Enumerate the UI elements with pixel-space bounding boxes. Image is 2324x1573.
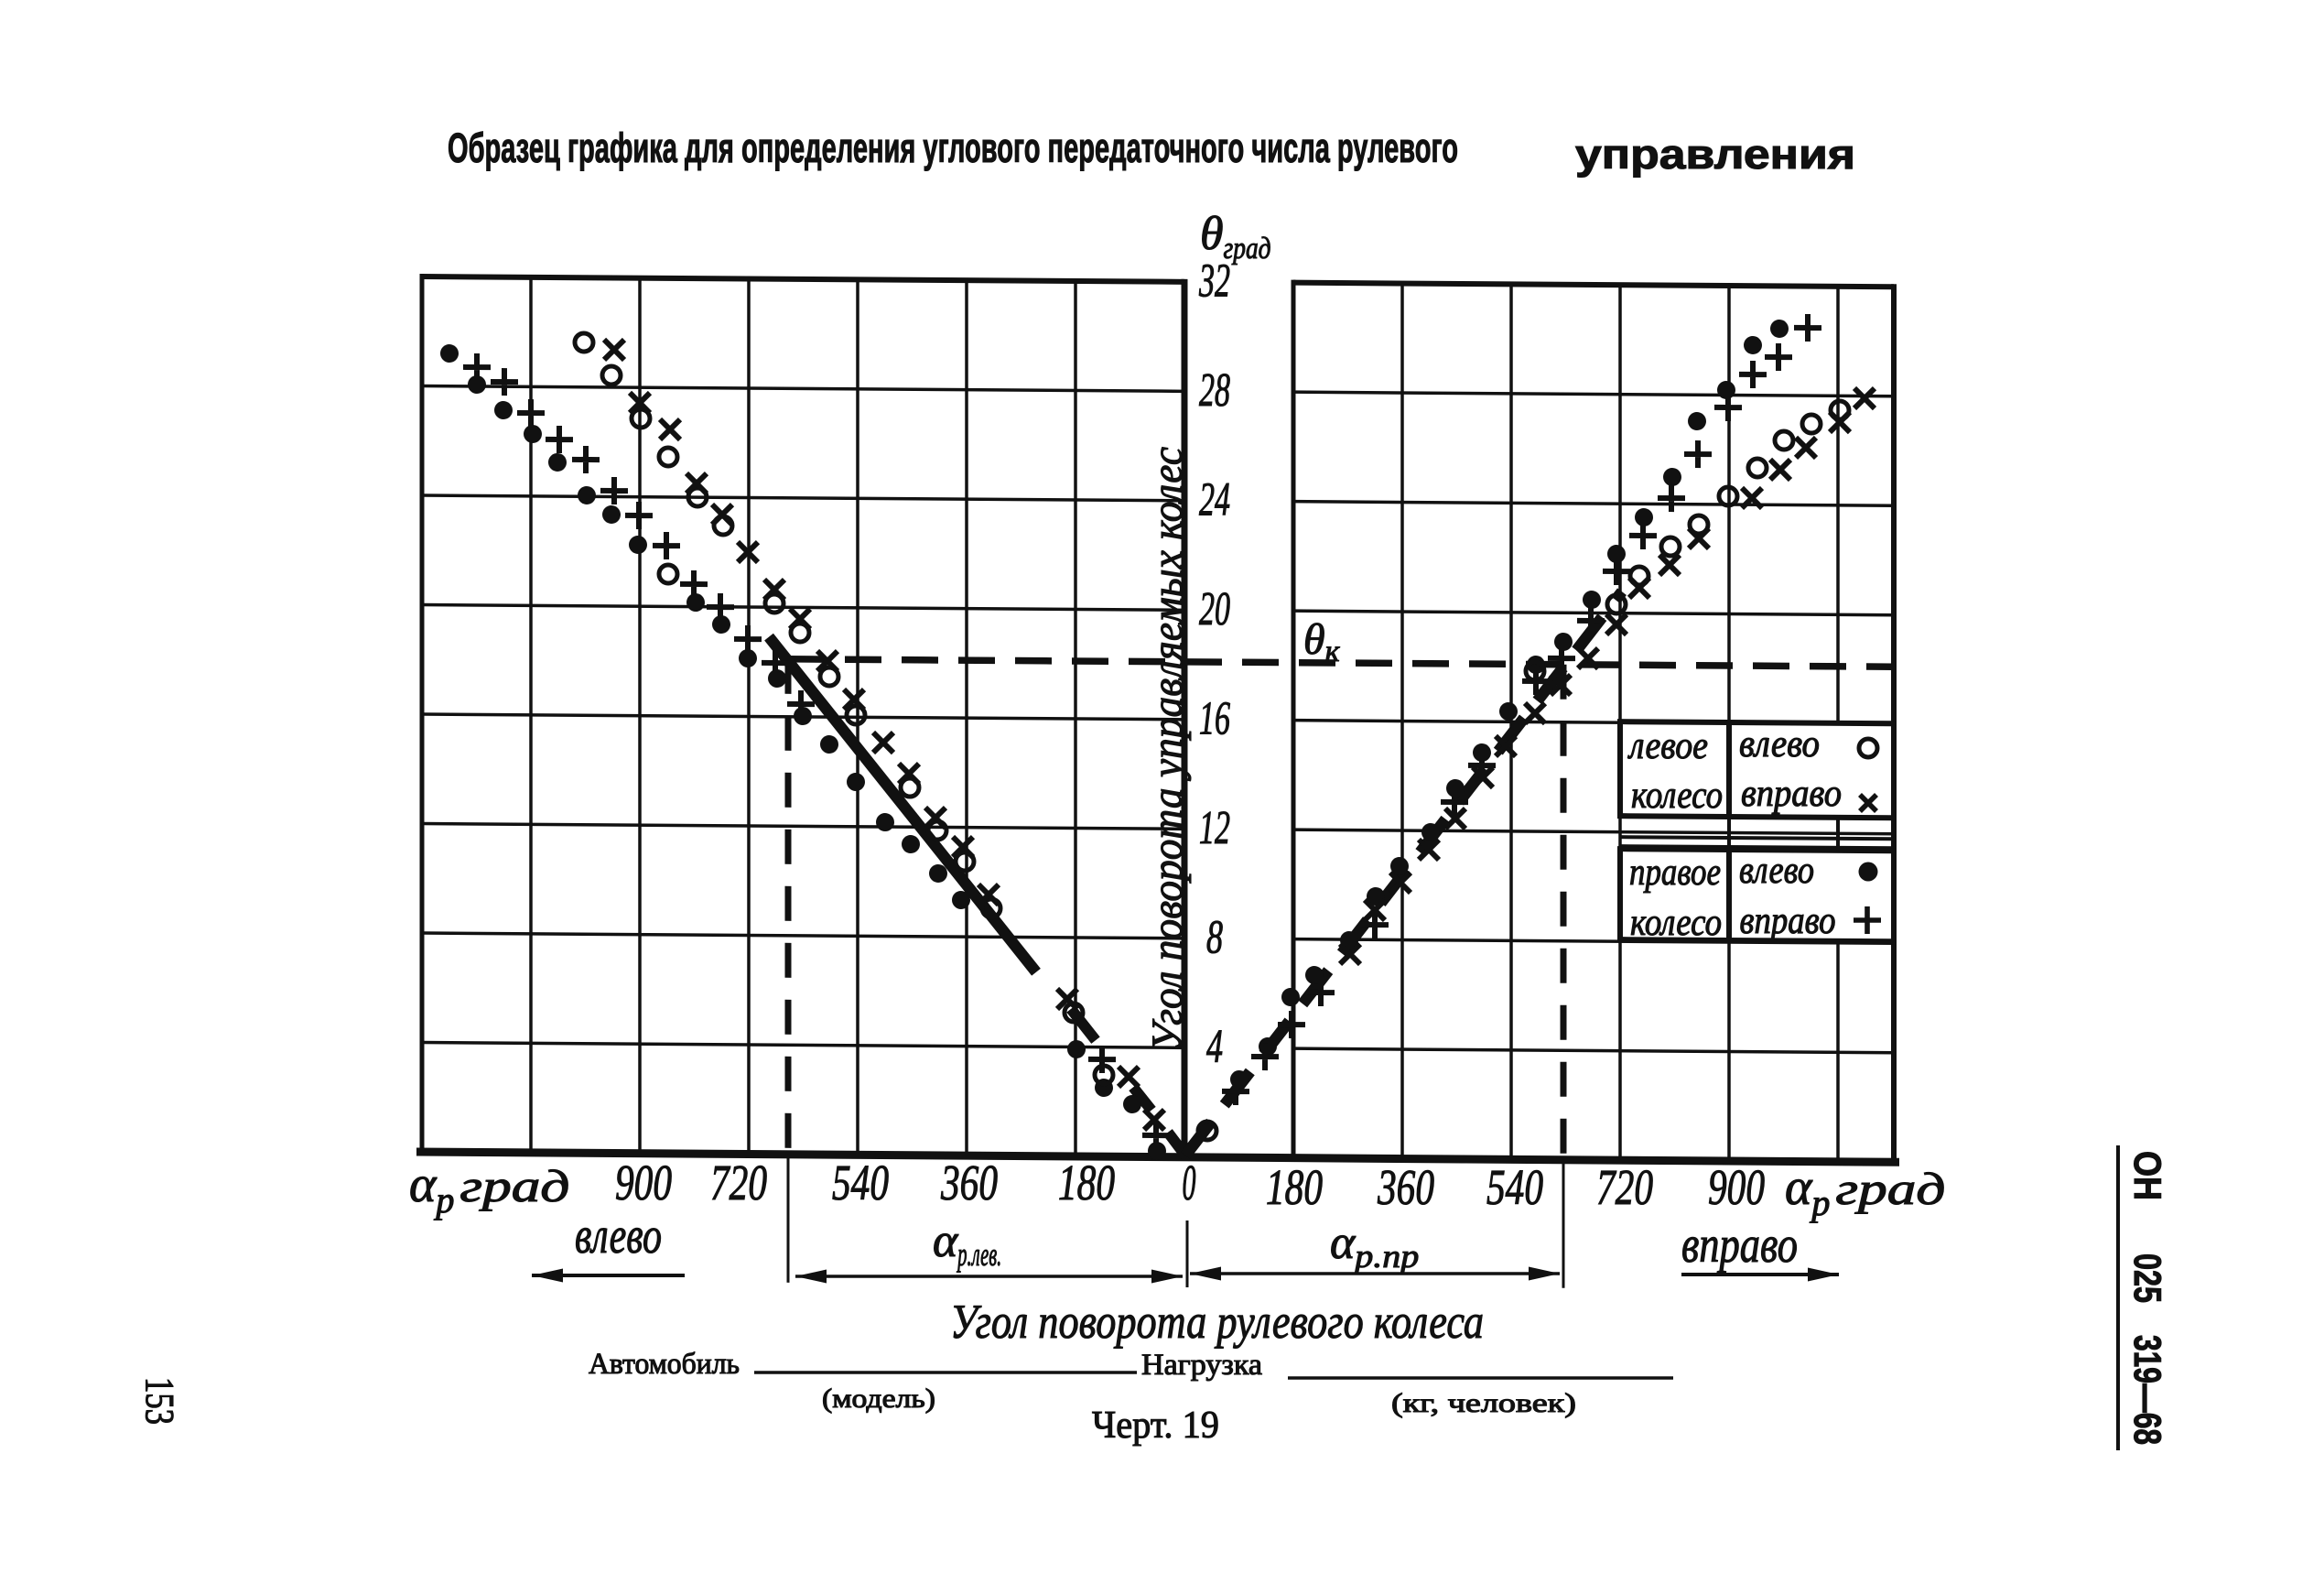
svg-text:720: 720: [1596, 1159, 1653, 1215]
svg-text:ОН025319—68: ОН025319—68: [2126, 1151, 2169, 1445]
svg-text:Нагрузка: Нагрузка: [1141, 1349, 1262, 1382]
svg-text:12: 12: [1199, 802, 1230, 854]
svg-text:Образец графика для определени: Образец графика для определения углового…: [448, 125, 1458, 171]
svg-text:540: 540: [1486, 1159, 1543, 1215]
svg-text:180: 180: [1058, 1155, 1115, 1210]
svg-text:8: 8: [1206, 912, 1223, 964]
svg-text:правое: правое: [1629, 852, 1721, 894]
svg-text:360: 360: [940, 1155, 998, 1210]
svg-text:вправо: вправо: [1741, 773, 1842, 815]
svg-text:900: 900: [615, 1155, 672, 1210]
svg-text:28: 28: [1199, 364, 1230, 417]
svg-text:колесо: колесо: [1630, 902, 1722, 944]
svg-text:вправо: вправо: [1740, 900, 1836, 942]
svg-text:(модель): (модель): [822, 1383, 935, 1414]
svg-text:20: 20: [1199, 583, 1230, 635]
svg-text:вправо: вправо: [1681, 1217, 1798, 1274]
svg-text:16: 16: [1199, 693, 1230, 745]
svg-text:900: 900: [1708, 1159, 1765, 1215]
svg-text:(кг, человек): (кг, человек): [1391, 1388, 1576, 1418]
svg-text:153: 153: [137, 1377, 182, 1425]
svg-text:540: 540: [832, 1155, 889, 1210]
svg-text:Автомобиль: Автомобиль: [589, 1348, 740, 1381]
svg-text:360: 360: [1377, 1159, 1434, 1215]
svg-text:влево: влево: [1739, 723, 1820, 765]
svg-text:колесо: колесо: [1631, 775, 1723, 817]
svg-text:влево: влево: [1739, 850, 1814, 892]
svg-text:32: 32: [1198, 255, 1230, 308]
svg-text:180: 180: [1266, 1159, 1323, 1215]
svg-text:24: 24: [1199, 474, 1230, 526]
svg-text:левое: левое: [1627, 725, 1708, 767]
svg-text:Угол поворота рулевого колеса: Угол поворота рулевого колеса: [950, 1296, 1484, 1349]
svg-text:управления: управления: [1575, 131, 1855, 178]
svg-text:Черт. 19: Черт. 19: [1092, 1405, 1219, 1447]
svg-text:Угол поворота управляемых коле: Угол поворота управляемых колес: [1143, 447, 1192, 1051]
svg-text:720: 720: [710, 1155, 767, 1210]
svg-text:0: 0: [1183, 1155, 1196, 1210]
svg-text:влево: влево: [575, 1208, 662, 1264]
svg-text:4: 4: [1206, 1021, 1223, 1073]
